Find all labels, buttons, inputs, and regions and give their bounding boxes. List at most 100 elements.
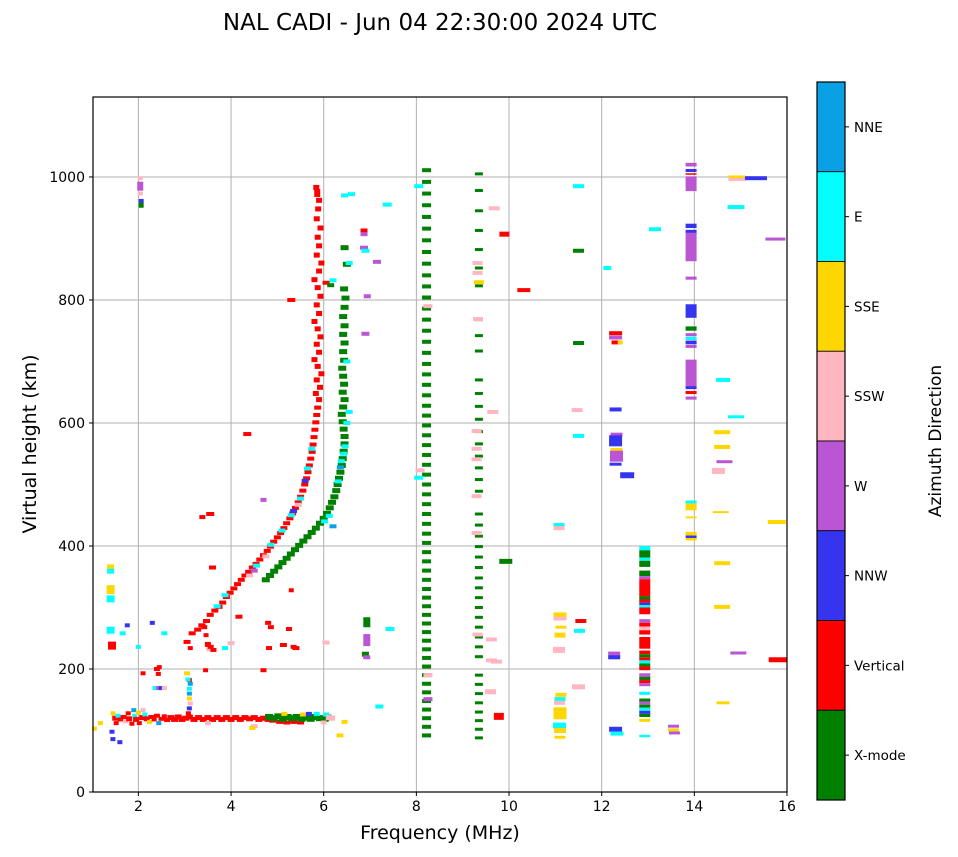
- data-point: [138, 202, 144, 208]
- data-point: [329, 278, 337, 283]
- data-point: [153, 713, 160, 718]
- dash-mark: [474, 545, 483, 549]
- data-point: [313, 302, 320, 308]
- dash-mark: [474, 596, 483, 600]
- dash-mark: [474, 523, 483, 527]
- data-point: [336, 469, 345, 475]
- stack-segment: [639, 576, 651, 580]
- data-point: [117, 740, 123, 745]
- data-point: [730, 651, 747, 655]
- data-point: [311, 277, 318, 283]
- data-point: [360, 228, 368, 233]
- stack-segment: [685, 162, 697, 167]
- data-point: [288, 588, 294, 593]
- data-point: [571, 408, 583, 413]
- data-point: [372, 259, 381, 264]
- data-point: [161, 631, 168, 636]
- data-point: [171, 716, 179, 722]
- colorbar-segment: [816, 440, 846, 532]
- dash-mark: [422, 382, 432, 387]
- data-point: [363, 655, 371, 660]
- data-point: [299, 712, 306, 717]
- data-point: [276, 719, 284, 724]
- x-tick-label: 2: [134, 799, 143, 815]
- data-point: [553, 616, 567, 621]
- dash-mark: [422, 168, 432, 173]
- dash-mark: [474, 391, 483, 395]
- colorbar-segment: [816, 350, 846, 442]
- data-point: [142, 712, 148, 717]
- data-point: [609, 331, 623, 336]
- dash-mark: [474, 635, 483, 639]
- colorbar-segment: [816, 261, 846, 352]
- data-point: [237, 577, 245, 582]
- data-point: [620, 472, 635, 479]
- data-point: [553, 612, 567, 618]
- data-point: [314, 234, 321, 240]
- data-point: [287, 297, 296, 302]
- data-point: [317, 225, 324, 231]
- data-point: [285, 627, 292, 632]
- data-point: [714, 444, 731, 449]
- dash-mark: [422, 433, 432, 438]
- dash-mark: [422, 587, 432, 592]
- data-point: [286, 551, 295, 557]
- data-point: [423, 697, 433, 702]
- data-point: [648, 227, 661, 232]
- dash-mark: [422, 372, 432, 377]
- data-point: [137, 191, 143, 196]
- data-point: [316, 243, 323, 249]
- data-point: [203, 633, 209, 638]
- dash-mark: [422, 472, 432, 477]
- dash-mark: [422, 655, 432, 660]
- data-point: [206, 647, 212, 652]
- data-point: [327, 283, 335, 288]
- data-point: [124, 623, 130, 628]
- dash-mark: [422, 306, 432, 311]
- data-point: [517, 288, 531, 293]
- stack-segment: [685, 386, 697, 390]
- stack-segment: [639, 698, 651, 702]
- data-point: [281, 711, 288, 716]
- data-point: [241, 573, 249, 578]
- colorbar-segment: [816, 709, 846, 801]
- data-point: [310, 435, 318, 440]
- data-point: [573, 341, 585, 346]
- data-point: [611, 340, 621, 345]
- data-point: [667, 724, 679, 728]
- data-point: [316, 349, 323, 355]
- data-point: [471, 457, 482, 462]
- data-point: [213, 715, 221, 721]
- data-point: [336, 465, 344, 470]
- data-point: [314, 326, 321, 332]
- data-point: [294, 502, 302, 507]
- data-point: [274, 713, 283, 720]
- data-point: [340, 286, 349, 292]
- data-point: [332, 488, 341, 494]
- chart-title: NAL CADI - Jun 04 22:30:00 2024 UTC: [222, 10, 658, 36]
- data-point: [211, 608, 219, 613]
- data-point: [553, 727, 566, 733]
- data-point: [164, 718, 171, 723]
- data-point: [339, 331, 348, 337]
- stack-segment: [639, 557, 651, 561]
- data-point: [491, 659, 503, 664]
- data-point: [185, 677, 191, 682]
- data-point: [155, 671, 161, 676]
- data-point: [267, 542, 275, 547]
- data-point: [325, 505, 334, 511]
- data-point: [206, 512, 215, 516]
- data-point: [265, 713, 274, 720]
- stack-segment: [639, 713, 651, 717]
- data-point: [106, 585, 115, 595]
- dash-mark: [422, 273, 432, 278]
- stack-segment: [639, 619, 651, 623]
- data-point: [133, 716, 140, 722]
- stack-segment: [685, 340, 697, 345]
- stack-segment: [685, 173, 697, 175]
- colorbar-segment: [816, 171, 846, 262]
- data-point: [290, 547, 299, 553]
- data-point: [472, 261, 483, 266]
- data-point: [270, 568, 279, 574]
- data-point: [158, 716, 165, 721]
